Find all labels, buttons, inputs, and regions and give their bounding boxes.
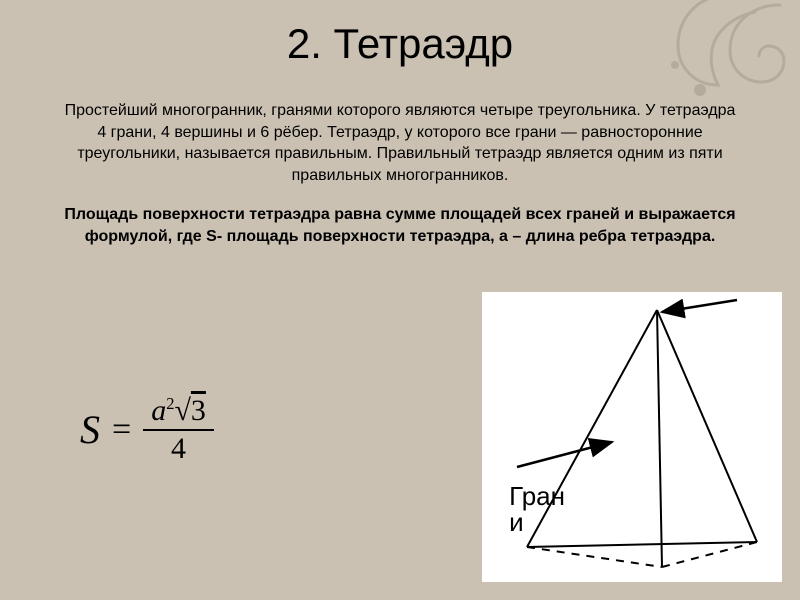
slide: 2. Тетраэдр Простейший многогранник, гра…	[0, 0, 800, 600]
tetrahedron-svg	[482, 292, 782, 582]
body-text: Простейший многогранник, гранями которог…	[60, 100, 740, 266]
paragraph-2: Площадь поверхности тетраэдра равна сумм…	[60, 204, 740, 247]
label-face-line2: и	[509, 507, 524, 537]
formula-lhs: S	[80, 406, 100, 453]
formula-denominator: 4	[171, 431, 186, 465]
label-face: Гран и	[509, 483, 565, 535]
formula-numerator: a2√3	[143, 395, 214, 431]
tetrahedron-diagram	[482, 292, 782, 582]
slide-title: 2. Тетраэдр	[0, 20, 800, 68]
surface-area-formula: S = a2√3 4	[80, 395, 320, 485]
sqrt-symbol: √	[174, 394, 190, 427]
formula-fraction: a2√3 4	[143, 395, 214, 464]
formula-equals: =	[112, 411, 131, 449]
paragraph-1: Простейший многогранник, гранями которог…	[60, 100, 740, 186]
sqrt-radicand: 3	[191, 394, 206, 427]
var-a: a	[151, 394, 166, 427]
